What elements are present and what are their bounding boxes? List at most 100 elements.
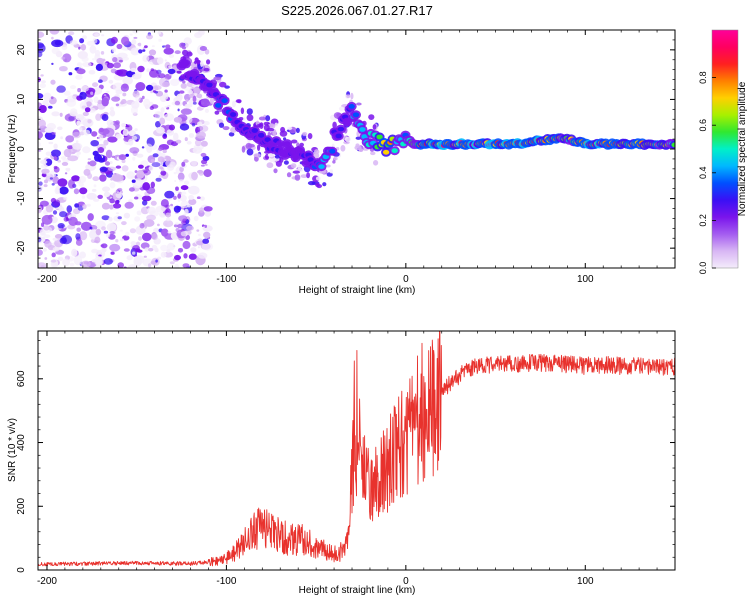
snr-x-axis: -200 -100 0 100 [37,331,676,587]
noise-speckle [52,237,58,241]
noise-speckle [174,50,181,55]
noise-speckle [51,252,56,258]
ridge-core [292,155,299,161]
noise-speckle [135,241,141,246]
noise-speckle [160,213,165,217]
noise-speckle [109,243,121,252]
noise-speckle [38,141,41,148]
noise-speckle [121,123,126,128]
ridge-core [318,164,325,170]
noise-speckle [64,172,68,175]
noise-speckle [54,40,62,46]
noise-speckle [173,132,179,141]
noise-speckle [186,141,192,145]
noise-speckle [43,92,52,102]
ridge-core [335,133,342,139]
noise-speckle [90,91,94,95]
noise-speckle [144,104,150,110]
noise-speckle [49,30,60,35]
noise-speckle [180,200,190,209]
noise-speckle [61,161,69,166]
ridge-halo [182,80,186,84]
noise-speckle [129,147,140,154]
noise-speckle [38,42,45,49]
noise-speckle [38,236,42,243]
noise-speckle [146,34,153,40]
noise-speckle [57,223,65,229]
noise-speckle [201,102,205,105]
noise-speckle [99,174,107,182]
noise-speckle [79,101,87,110]
noise-speckle [204,210,212,217]
ridge-halo [286,172,292,178]
ridge-halo [290,163,297,169]
spectrogram-marks [38,30,675,268]
noise-speckle [169,261,175,265]
noise-speckle [109,109,116,117]
noise-speckle [92,58,95,61]
noise-speckle [123,212,131,219]
noise-speckle [158,147,163,151]
noise-speckle [115,89,123,95]
noise-speckle [192,101,197,105]
noise-speckle [41,222,45,227]
noise-speckle [148,247,154,252]
noise-speckle [94,236,101,244]
noise-speckle [177,172,185,181]
noise-speckle [81,195,86,199]
noise-speckle [108,79,114,84]
ridge-halo [322,182,327,187]
noise-speckle [146,84,154,91]
noise-speckle [164,89,168,93]
noise-speckle [170,78,180,87]
spectrogram-x-tick-label: 100 [577,274,594,285]
noise-speckle [81,260,91,268]
noise-speckle [204,49,210,55]
noise-speckle [179,179,184,183]
ridge-core [344,119,351,125]
noise-speckle [157,31,162,35]
spectrogram-x-tick-label: 0 [403,274,409,285]
ridge-halo [240,107,245,115]
noise-speckle [92,150,99,157]
ridge-halo [370,151,376,156]
noise-speckle [109,231,115,235]
ridge-core [359,127,366,132]
noise-speckle [80,44,87,51]
noise-speckle [45,204,54,213]
noise-speckle [156,57,164,65]
noise-speckle [143,255,147,258]
noise-speckle [105,149,113,159]
ridge-core [352,112,360,118]
noise-speckle [91,248,99,254]
noise-speckle [53,165,58,170]
noise-speckle [128,138,134,146]
noise-speckle [46,172,51,177]
noise-speckle [134,128,138,132]
noise-speckle [122,76,133,85]
ridge-core [230,112,237,117]
noise-speckle [40,159,48,165]
ridge-halo [200,60,204,67]
noise-speckle [177,108,180,112]
ridge-halo [231,100,236,108]
noise-speckle [109,204,114,210]
noise-speckle [176,70,182,74]
noise-speckle [62,258,70,267]
noise-speckle [168,65,172,69]
noise-speckle [39,229,45,236]
noise-speckle [76,120,81,126]
noise-speckle [86,203,91,207]
noise-speckle [108,216,113,222]
noise-speckle [166,139,174,146]
ridge-core [322,154,329,160]
noise-speckle [39,200,49,207]
noise-speckle [194,139,202,147]
noise-speckle [153,227,160,234]
noise-speckle [126,125,130,128]
noise-speckle [201,159,208,165]
noise-speckle [164,59,167,62]
noise-speckle [119,238,125,242]
ridge-halo [356,102,362,106]
colorbar-gradient [712,30,738,268]
